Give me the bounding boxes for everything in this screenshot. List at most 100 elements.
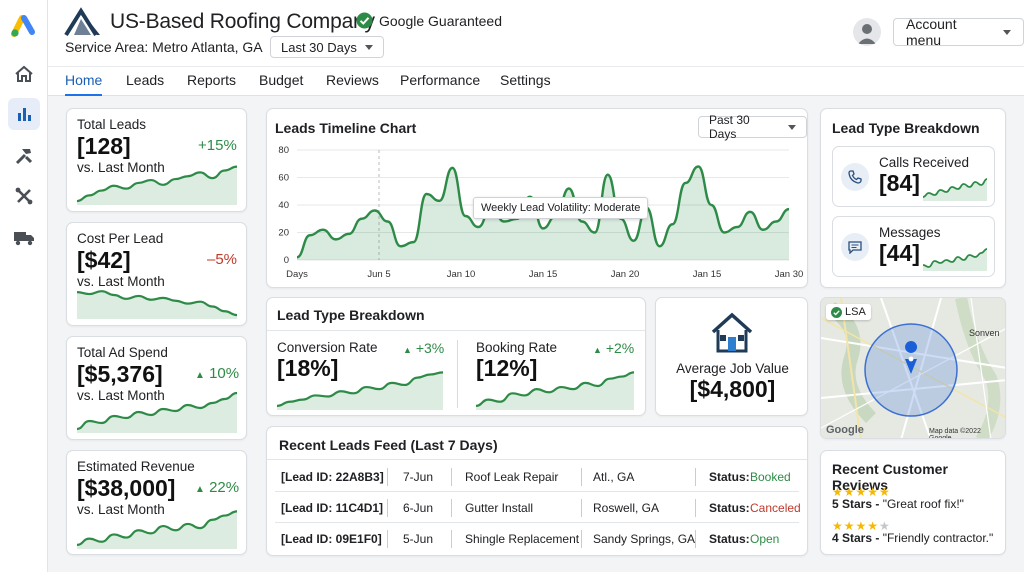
- messages-label: Messages: [879, 225, 941, 240]
- avatar[interactable]: [853, 18, 881, 46]
- map-credit: Map data ©2022 Google: [929, 428, 981, 439]
- kpi-value: [$5,376]: [77, 361, 163, 387]
- lead-type-right-card: Lead Type Breakdown Calls Received [84] …: [820, 108, 1006, 288]
- kpi-sub: vs. Last Month: [77, 274, 165, 289]
- booking-change: ▲ +2%: [593, 340, 635, 356]
- table-row[interactable]: [Lead ID: 22A8B3] 7-Jun Roof Leak Repair…: [275, 462, 799, 492]
- kpi-card-cost-per-lead[interactable]: Cost Per Lead [$42] –5% vs. Last Month: [66, 222, 247, 326]
- lsa-label: LSA: [845, 306, 866, 318]
- divider: [581, 499, 582, 517]
- tab-budget[interactable]: Budget: [259, 72, 304, 88]
- check-badge-icon: [831, 306, 842, 318]
- kpi-label: Total Leads: [77, 117, 147, 132]
- conversion-sparkline: [276, 371, 444, 410]
- settings-icon[interactable]: [8, 180, 40, 212]
- header: US-Based Roofing Company Google Guarante…: [48, 0, 1024, 66]
- table-row[interactable]: [Lead ID: 09E1F0] 5-Jun Shingle Replacem…: [275, 524, 799, 554]
- reports-icon[interactable]: [8, 98, 40, 130]
- series-line: [296, 165, 790, 259]
- tab-home[interactable]: Home: [65, 72, 103, 96]
- y-tick-label: 20: [278, 228, 289, 239]
- kpi-change: ▲ 22%: [195, 479, 240, 496]
- lead-date: 7-Jun: [403, 470, 434, 484]
- lead-date: 5-Jun: [403, 532, 434, 546]
- lsa-badge: LSA: [826, 304, 871, 320]
- review-item: 4 Stars - "Friendly contractor.": [832, 531, 993, 545]
- date-range-value: Last 30 Days: [281, 39, 357, 55]
- tools-icon[interactable]: [8, 140, 40, 172]
- lead-type-breakdown-card: Lead Type Breakdown Conversion Rate ▲ +3…: [266, 297, 646, 416]
- lead-type-title: Lead Type Breakdown: [277, 307, 425, 323]
- tab-performance[interactable]: Performance: [400, 72, 481, 88]
- volatility-tooltip: Weekly Lead Volatility: Moderate: [473, 197, 649, 219]
- kpi-card-ad-spend[interactable]: Total Ad Spend [$5,376] ▲ 10% vs. Last M…: [66, 336, 247, 440]
- kpi-card-revenue[interactable]: Estimated Revenue [$38,000] ▲ 22% vs. La…: [66, 450, 247, 555]
- calls-label: Calls Received: [879, 155, 970, 170]
- divider: [581, 468, 582, 486]
- divider: [387, 499, 388, 517]
- avg-job-value-card: Average Job Value [$4,800]: [655, 297, 808, 416]
- x-tick-label: Jun 5: [367, 269, 390, 280]
- x-tick-label: Jan 15: [693, 269, 722, 280]
- review-quote: "Great roof fix!": [882, 497, 964, 511]
- kpi-sub: vs. Last Month: [77, 502, 165, 517]
- google-guaranteed-label: Google Guaranteed: [379, 12, 502, 29]
- house-icon: [711, 312, 753, 353]
- ads-logo-icon[interactable]: [8, 10, 40, 42]
- kpi-label: Estimated Revenue: [77, 459, 195, 474]
- company-name: US-Based Roofing Company: [110, 10, 375, 33]
- service-area-map[interactable]: LSA Sonven Google Map data ©2022 Google: [820, 297, 1006, 439]
- account-menu-button[interactable]: Account menu: [893, 16, 1024, 48]
- kpi-sub: vs. Last Month: [77, 388, 165, 403]
- kpi-label: Total Ad Spend: [77, 345, 168, 360]
- service-area: Service Area: Metro Atlanta, GA: [65, 39, 263, 55]
- timeline-range-value: Past 30 Days: [709, 113, 750, 141]
- status-label: Status:: [709, 501, 750, 515]
- date-range-dropdown[interactable]: Last 30 Days: [270, 36, 384, 58]
- status-badge: Canceled: [750, 501, 801, 515]
- booking-label: Booking Rate: [476, 340, 558, 355]
- x-tick-label: Jan 15: [529, 269, 558, 280]
- truck-icon[interactable]: [8, 222, 40, 254]
- y-tick-label: 80: [278, 145, 289, 156]
- lead-type-right-title: Lead Type Breakdown: [832, 120, 980, 136]
- divider: [451, 530, 452, 548]
- kpi-sparkline: [76, 510, 238, 549]
- booking-sparkline: [475, 371, 635, 410]
- chevron-down-icon: [364, 44, 373, 50]
- lead-id: [Lead ID: 11C4D1]: [281, 501, 384, 515]
- reviews-title: Recent Customer Reviews: [832, 461, 948, 493]
- divider: [267, 330, 645, 331]
- tab-leads[interactable]: Leads: [126, 72, 165, 88]
- conversion-change-value: +3%: [415, 340, 445, 356]
- x-tick-label: Jan 20: [611, 269, 640, 280]
- calls-sparkline: [922, 178, 988, 201]
- recent-leads-feed-card: Recent Leads Feed (Last 7 Days) [Lead ID…: [266, 426, 808, 556]
- divider: [387, 468, 388, 486]
- avg-job-value: [$4,800]: [689, 376, 776, 402]
- messages-card[interactable]: Messages [44]: [832, 216, 995, 277]
- leads-timeline-card: Leads Timeline Chart Past 30 Days 80 60 40…: [266, 108, 808, 288]
- home-icon[interactable]: [8, 58, 40, 90]
- kpi-change: +15%: [198, 137, 237, 154]
- recent-reviews-card: Recent Customer Reviews ★★★★★ 5 Stars - …: [820, 450, 1006, 555]
- tab-reviews[interactable]: Reviews: [326, 72, 379, 88]
- user-icon: [858, 24, 876, 44]
- phone-icon: [841, 163, 869, 191]
- review-stars: ★★★★★: [832, 485, 891, 499]
- timeline-chart: 80 60 40 20 0 Days Jun 5 Jan 10 Jan 15 Jan 20 Jan …: [278, 145, 803, 280]
- tab-reports[interactable]: Reports: [187, 72, 237, 88]
- divider: [581, 530, 582, 548]
- divider: [451, 499, 452, 517]
- tab-settings[interactable]: Settings: [500, 72, 551, 88]
- lead-id: [Lead ID: 09E1F0]: [281, 532, 382, 546]
- table-row[interactable]: [Lead ID: 11C4D1] 6-Jun Gutter Install R…: [275, 493, 801, 523]
- google-guaranteed-badge: Google Guaranteed: [356, 12, 502, 29]
- kpi-card-total-leads[interactable]: Total Leads [128] +15% vs. Last Month: [66, 108, 247, 212]
- map-tiles: [821, 298, 1005, 438]
- x-tick-label: Jan 10: [447, 269, 476, 280]
- calls-received-card[interactable]: Calls Received [84]: [832, 146, 995, 207]
- check-badge-icon: [356, 12, 373, 29]
- kpi-value: [128]: [77, 133, 131, 159]
- timeline-range-dropdown[interactable]: Past 30 Days: [698, 113, 807, 141]
